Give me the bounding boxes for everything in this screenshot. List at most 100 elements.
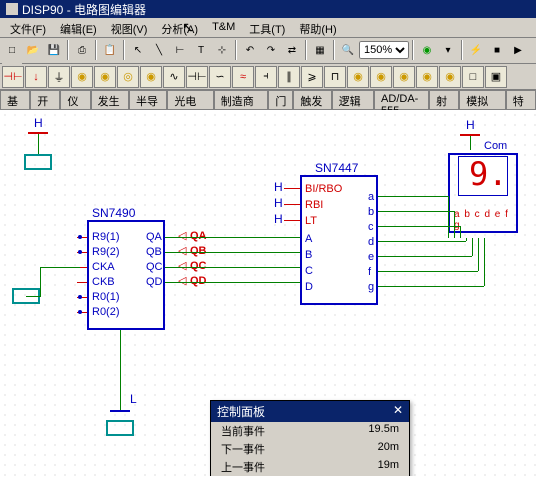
menu-file[interactable]: 文件(F) (4, 20, 52, 35)
part-btn-6[interactable]: ◎ (117, 66, 139, 88)
toolbar-main: □ 📂 💾 ⎙ 📋 ↖ ╲ ⊢ T ⊹ ↶ ↷ ⇄ ▦ 🔍 150% ◉ ▾ ⚡… (0, 38, 536, 64)
menu-help[interactable]: 帮助(H) (293, 20, 342, 35)
wire-v (484, 238, 485, 286)
grid-button[interactable]: ▦ (310, 40, 330, 60)
tab-rf[interactable]: 射频 (429, 90, 459, 109)
menu-analyze[interactable]: 分析(A) (155, 20, 204, 35)
part-btn-16[interactable]: ◉ (347, 66, 369, 88)
part-btn-1[interactable]: ⊣⊢ (2, 66, 24, 88)
schematic-canvas[interactable]: H SN7490 R9(1) R9(2) CKA CKB R0(1) R0(2)… (0, 110, 536, 476)
part-btn-14[interactable]: ⩾ (301, 66, 323, 88)
wire-h (26, 296, 40, 297)
tab-mfr[interactable]: 制造商模型 (214, 90, 269, 109)
junction-button[interactable]: ⊹ (212, 40, 232, 60)
part-btn-9[interactable]: ⊣⊢ (186, 66, 208, 88)
part-btn-12[interactable]: ⫞ (255, 66, 277, 88)
wire-v (40, 267, 41, 297)
print-button[interactable]: ⎙ (72, 40, 92, 60)
menu-tm[interactable]: T&M (206, 20, 241, 35)
tab-opto[interactable]: 光电子学 (167, 90, 213, 109)
control-panel[interactable]: 控制面板 ✕ 当前事件 19.5m 下一事件 20m 上一事件 19m ⏮ ◀◀… (210, 400, 410, 476)
sn7490-r02: R0(2) (92, 305, 120, 319)
sn7447-b: B (305, 248, 312, 262)
part-btn-22[interactable]: ▣ (485, 66, 507, 88)
part-btn-4[interactable]: ◉ (71, 66, 93, 88)
part-btn-11[interactable]: ≈ (232, 66, 254, 88)
menu-tools[interactable]: 工具(T) (243, 20, 291, 35)
menubar: 文件(F) 编辑(E) 视图(V) 分析(A) T&M 工具(T) 帮助(H) … (0, 18, 536, 38)
junction-dot (78, 295, 82, 299)
tab-gate[interactable]: 门 (268, 90, 293, 109)
tab-basic[interactable]: 基本 (0, 90, 30, 109)
window-title: DISP90 - 电路图编辑器 (22, 1, 146, 18)
part-btn-21[interactable]: □ (462, 66, 484, 88)
part-btn-2[interactable]: ↓ (25, 66, 47, 88)
tab-meter[interactable]: 仪表 (60, 90, 90, 109)
sn7447-a: A (305, 232, 312, 246)
save-button[interactable]: 💾 (44, 40, 64, 60)
part-btn-17[interactable]: ◉ (370, 66, 392, 88)
wire-v (466, 238, 467, 241)
display-pins: a b c d e f g (454, 209, 518, 231)
tab-special[interactable]: 特殊 (506, 90, 536, 109)
menu-edit[interactable]: 编辑(E) (54, 20, 103, 35)
wire-h (284, 220, 300, 221)
h-label-disp: H (466, 118, 475, 132)
sn7490-r92: R9(2) (92, 245, 120, 259)
tab-switch[interactable]: 开关 (30, 90, 60, 109)
flip-button[interactable]: ⇄ (282, 40, 302, 60)
part-btn-13[interactable]: ∥ (278, 66, 300, 88)
wire-h (378, 211, 454, 212)
step-button[interactable]: ▶ (508, 40, 528, 60)
rotate-left-button[interactable]: ↶ (240, 40, 260, 60)
h-label-4: H (274, 212, 283, 226)
panel-title: 控制面板 (217, 403, 265, 420)
rotate-right-button[interactable]: ↷ (261, 40, 281, 60)
part-btn-10[interactable]: ∽ (209, 66, 231, 88)
seven-seg-display[interactable]: 9. a b c d e f g (448, 138, 518, 233)
part-btn-5[interactable]: ◉ (94, 66, 116, 88)
zoom-select[interactable]: 150% (359, 41, 409, 59)
zoom-button[interactable]: 🔍 (338, 40, 358, 60)
panel-close-icon[interactable]: ✕ (393, 403, 403, 420)
wire-button[interactable]: ╲ (149, 40, 169, 60)
part-btn-20[interactable]: ◉ (439, 66, 461, 88)
text-button[interactable]: T (191, 40, 211, 60)
sn7447-pb: b (368, 205, 374, 219)
junction-dot (78, 310, 82, 314)
run-button[interactable]: ⚡ (466, 40, 486, 60)
sn7447-rbi: RBI (305, 198, 323, 212)
tab-adda[interactable]: AD/DA-555 (374, 90, 429, 109)
sn7447-d: D (305, 280, 313, 294)
stop-button[interactable]: ■ (487, 40, 507, 60)
part-btn-7[interactable]: ◉ (140, 66, 162, 88)
part-btn-18[interactable]: ◉ (393, 66, 415, 88)
part-btn-15[interactable]: ⊓ (324, 66, 346, 88)
sn7490-cka: CKA (92, 260, 115, 274)
tab-analog[interactable]: 模拟控制 (459, 90, 505, 109)
dropdown-button[interactable]: ▾ (438, 40, 458, 60)
sn7490-r01: R0(1) (92, 290, 120, 304)
tab-semi[interactable]: 半导体 (129, 90, 167, 109)
bus-button[interactable]: ⊢ (170, 40, 190, 60)
part-btn-8[interactable]: ∿ (163, 66, 185, 88)
panel-row1-value: 19.5m (368, 423, 399, 439)
pulse-src-3[interactable] (106, 420, 134, 436)
tab-logic[interactable]: 逻辑ICs (332, 90, 374, 109)
menu-view[interactable]: 视图(V) (105, 20, 154, 35)
copy-button[interactable]: 📋 (100, 40, 120, 60)
pulse-src-1[interactable] (24, 154, 52, 170)
sn7447-pa: a (368, 190, 374, 204)
pointer-button[interactable]: ↖ (128, 40, 148, 60)
wire-v (448, 196, 449, 238)
open-button[interactable]: 📂 (23, 40, 43, 60)
wire-h (378, 256, 472, 257)
part-btn-3[interactable]: ⏚ (48, 66, 70, 88)
sn7447-pf: f (368, 265, 371, 279)
new-button[interactable]: □ (2, 40, 22, 60)
tab-ff[interactable]: 触发器 (293, 90, 331, 109)
tab-source[interactable]: 发生源 (91, 90, 129, 109)
wire-v (120, 330, 121, 410)
probe-button[interactable]: ◉ (417, 40, 437, 60)
part-btn-19[interactable]: ◉ (416, 66, 438, 88)
